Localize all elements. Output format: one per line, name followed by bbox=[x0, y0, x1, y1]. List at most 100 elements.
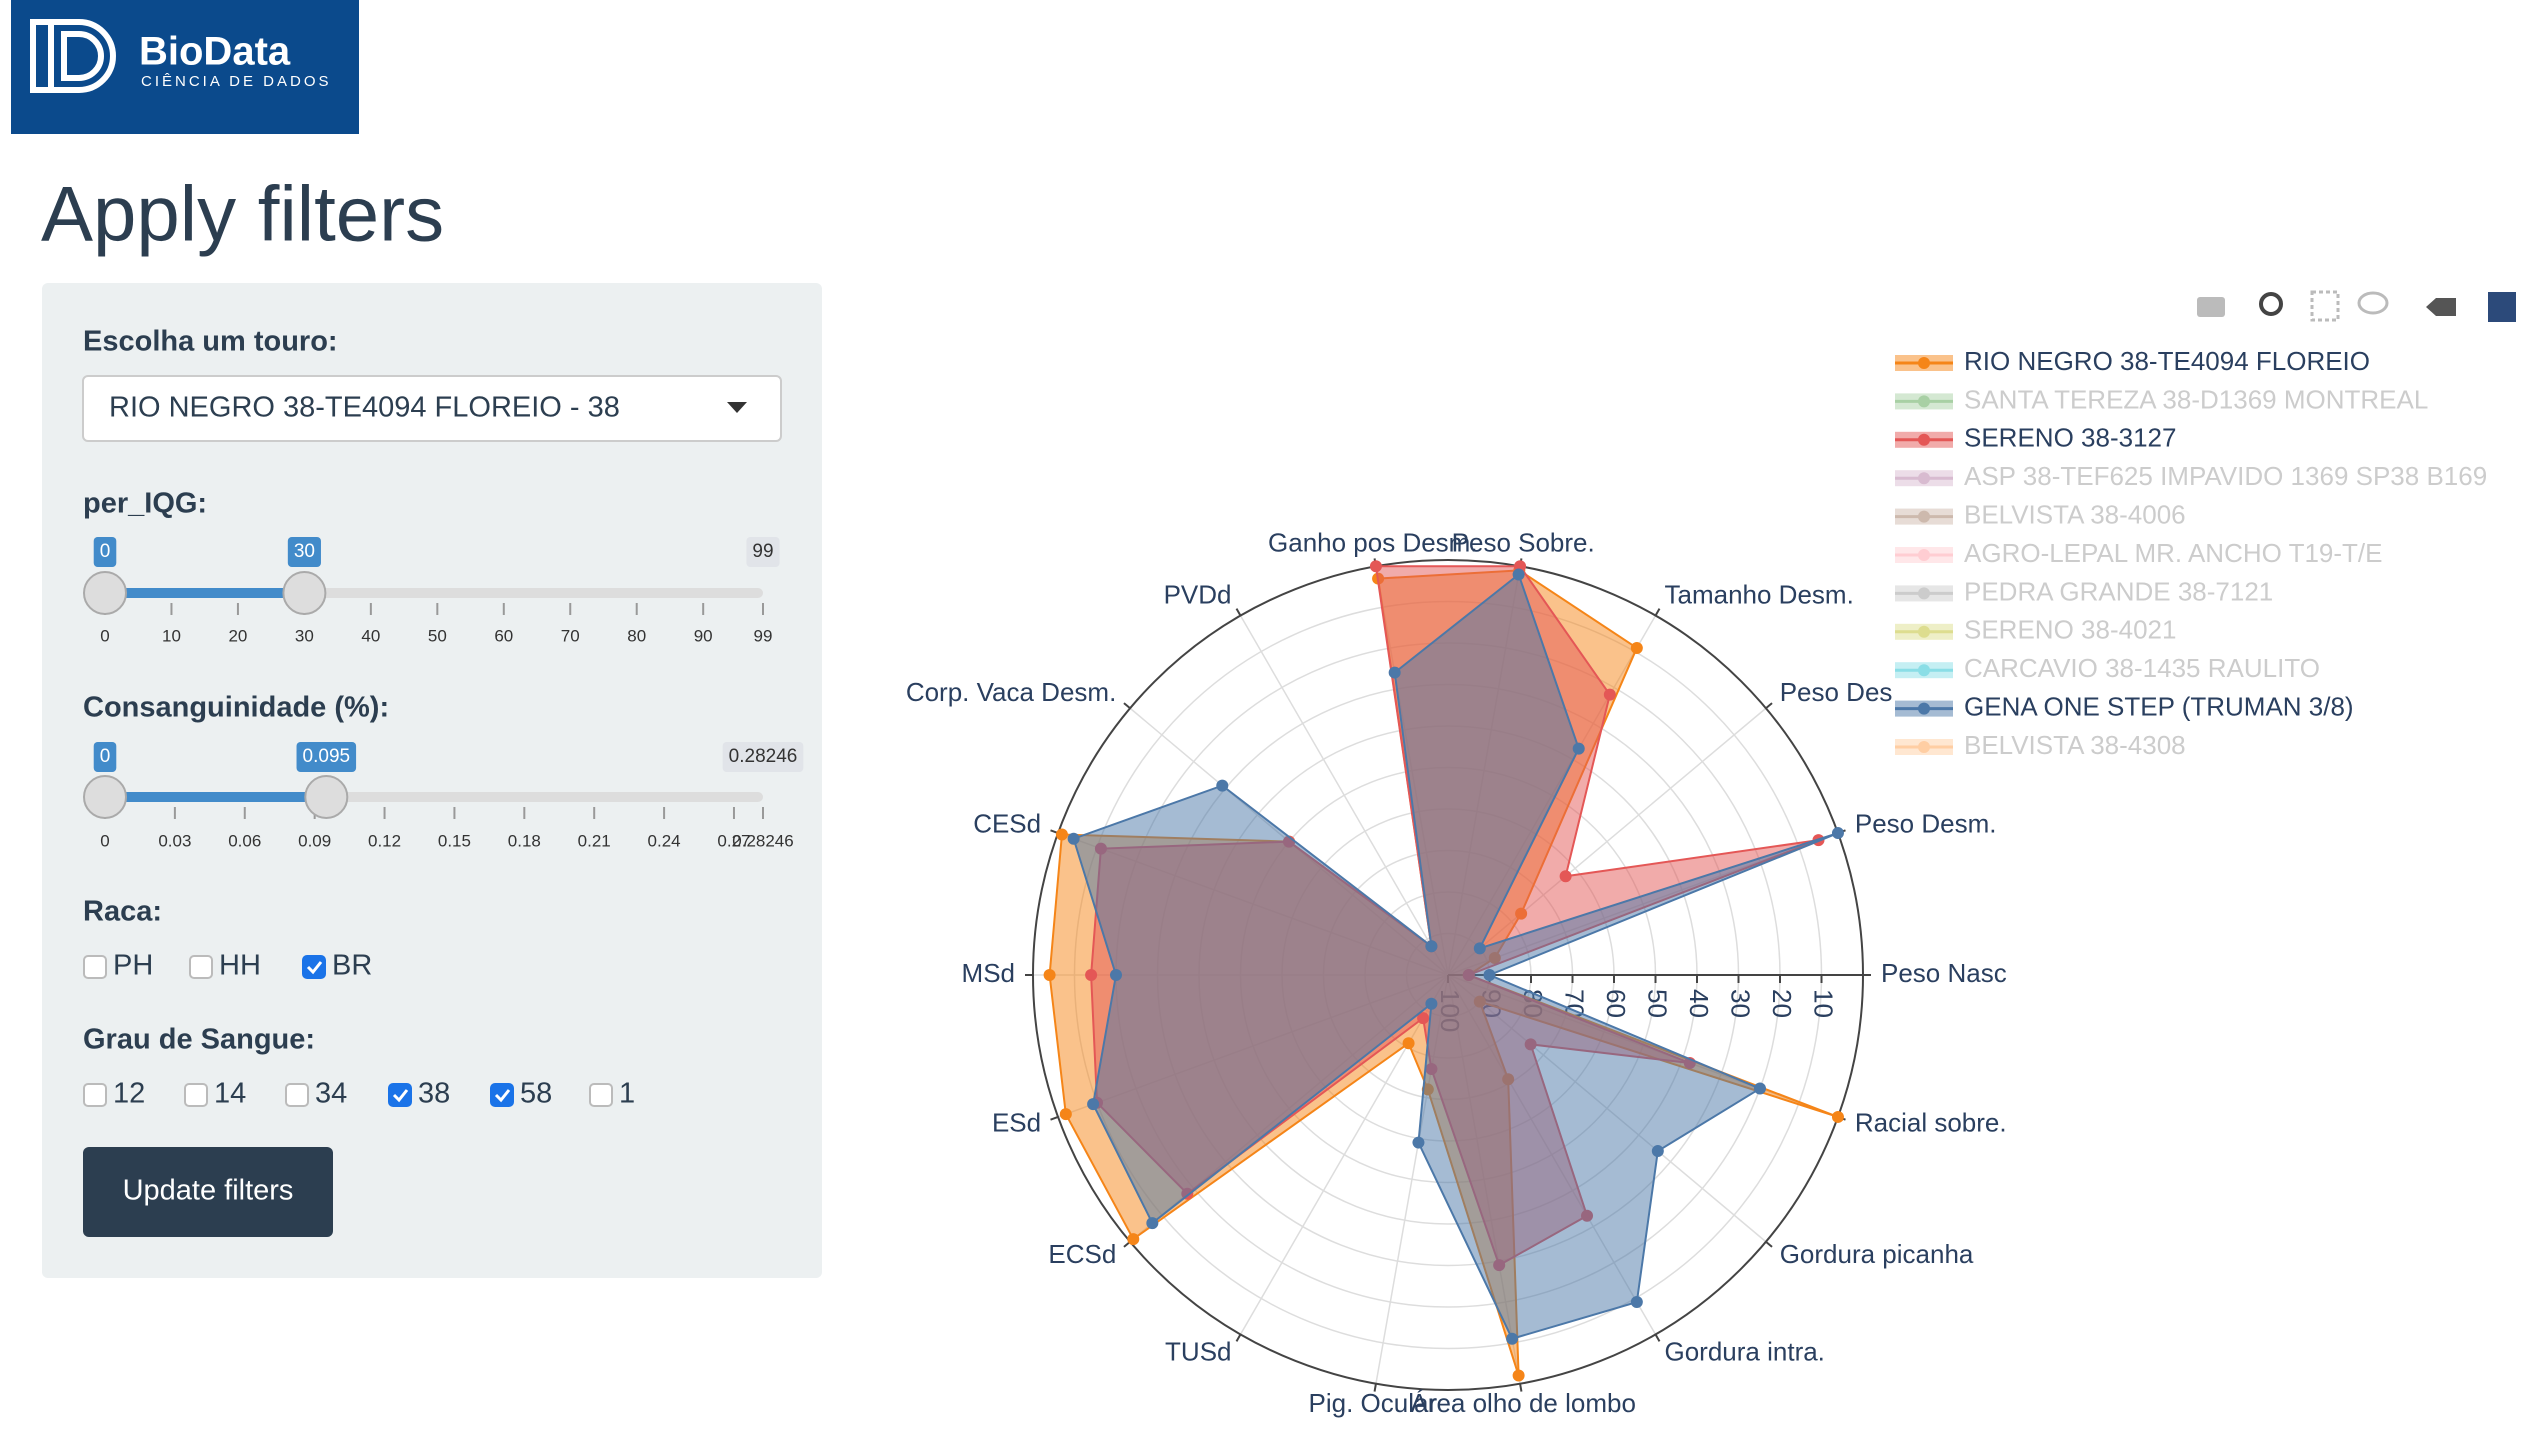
checkbox[interactable] bbox=[589, 1083, 613, 1107]
legend-item[interactable]: PEDRA GRANDE 38-7121 bbox=[1895, 576, 2273, 606]
checkbox[interactable] bbox=[388, 1083, 412, 1107]
slider-tick-label: 50 bbox=[428, 626, 447, 645]
legend-item[interactable]: BELVISTA 38-4308 bbox=[1895, 730, 2186, 760]
slider-tick-label: 0.18 bbox=[508, 831, 541, 850]
plotly-logo[interactable] bbox=[2488, 292, 2516, 322]
legend-item[interactable]: AGRO-LEPAL MR. ANCHO T19-T/E bbox=[1895, 538, 2383, 568]
angular-tick bbox=[1654, 608, 1661, 617]
series-point bbox=[1216, 779, 1229, 792]
angular-tick bbox=[1654, 1333, 1661, 1342]
slider-tick-label: 20 bbox=[228, 626, 247, 645]
zoom-icon[interactable] bbox=[2259, 292, 2283, 316]
slider-badge bbox=[287, 537, 321, 567]
legend-item[interactable]: GENA ONE STEP (TRUMAN 3/8) bbox=[1895, 691, 2354, 721]
series-point bbox=[1369, 560, 1382, 573]
radial-tick-label: 30 bbox=[1726, 989, 1756, 1018]
slider-handle[interactable] bbox=[83, 571, 127, 615]
series-point bbox=[1483, 969, 1496, 981]
checkbox[interactable] bbox=[83, 1083, 107, 1107]
checkbox[interactable] bbox=[83, 955, 107, 979]
legend-label: PEDRA GRANDE 38-7121 bbox=[1964, 576, 2273, 606]
hover-icon[interactable] bbox=[2426, 298, 2456, 316]
logo[interactable]: BioData CIÊNCIA DE DADOS bbox=[11, 0, 359, 134]
slider-range bbox=[105, 588, 305, 598]
slider-tick-label: 0.24 bbox=[648, 831, 681, 850]
series-point bbox=[1085, 969, 1098, 981]
series-point bbox=[1402, 1037, 1415, 1050]
category-label: TUSd bbox=[1165, 1336, 1231, 1366]
series-point bbox=[1412, 1136, 1425, 1149]
slider-tick-label: 0 bbox=[100, 626, 109, 645]
slider-handle[interactable] bbox=[282, 571, 327, 615]
dropdown[interactable] bbox=[82, 375, 782, 442]
legend-label: SERENO 38-4021 bbox=[1964, 615, 2176, 645]
slider-tick-label: 0.09 bbox=[298, 831, 331, 850]
checkbox-label: BR bbox=[332, 950, 372, 982]
legend-item[interactable]: CARCAVIO 38-1435 RAULITO bbox=[1895, 653, 2320, 683]
update-button[interactable] bbox=[83, 1147, 333, 1237]
slider-badge bbox=[93, 537, 117, 567]
category-label: Ganho pos Desm. bbox=[1268, 528, 1478, 558]
series-point bbox=[1043, 969, 1056, 981]
slider-handle[interactable] bbox=[304, 775, 349, 819]
series-point bbox=[1417, 1012, 1430, 1025]
series-point bbox=[1059, 1108, 1072, 1121]
legend-item[interactable]: BELVISTA 38-4006 bbox=[1895, 499, 2186, 529]
slider-tick-label: 0.06 bbox=[228, 831, 261, 850]
category-label: Gordura picanha bbox=[1780, 1239, 1974, 1269]
radial-tick-label: 10 bbox=[1809, 989, 1839, 1018]
slider-range bbox=[105, 792, 327, 802]
radial-tick-label: 20 bbox=[1767, 989, 1797, 1018]
legend-item[interactable]: ASP 38-TEF625 IMPAVIDO 1369 SP38 B169 bbox=[1895, 461, 2487, 491]
slider-tick-label: 0.21 bbox=[578, 831, 611, 850]
legend-item[interactable]: SANTA TEREZA 38-D1369 MONTREAL bbox=[1895, 384, 2428, 414]
select-icon[interactable] bbox=[2310, 290, 2340, 322]
angular-tick bbox=[1123, 702, 1131, 710]
slider-badge-label: 0.095 bbox=[303, 746, 351, 767]
slider-tick-label: 40 bbox=[361, 626, 380, 645]
angular-tick bbox=[1765, 702, 1773, 710]
slider-badge bbox=[722, 742, 804, 772]
slider-tick-label: 90 bbox=[694, 626, 713, 645]
series-point bbox=[1753, 1082, 1766, 1095]
checkbox[interactable] bbox=[189, 955, 213, 979]
slider-tick-label: 10 bbox=[162, 626, 181, 645]
legend-item[interactable]: RIO NEGRO 38-TE4094 FLOREIO bbox=[1895, 346, 2370, 376]
series-point bbox=[1572, 742, 1585, 755]
category-label: Peso Nasc bbox=[1881, 958, 2007, 988]
slider-badge-label: 99 bbox=[752, 541, 773, 562]
camera-icon[interactable] bbox=[2197, 297, 2225, 317]
series-point bbox=[1630, 641, 1643, 654]
checkbox[interactable] bbox=[302, 955, 326, 979]
slider-badge-label: 0 bbox=[100, 746, 111, 767]
checkbox[interactable] bbox=[285, 1083, 309, 1107]
series-point bbox=[1630, 1296, 1643, 1309]
legend-label: BELVISTA 38-4006 bbox=[1964, 499, 2186, 529]
category-label: Corp. Vaca Desm. bbox=[906, 677, 1116, 707]
radial-tick-label: 60 bbox=[1601, 989, 1631, 1018]
radial-tick-label: 40 bbox=[1684, 989, 1714, 1018]
angular-tick bbox=[1765, 1240, 1773, 1248]
slider-tick-label: 70 bbox=[561, 626, 580, 645]
button-label: Update filters bbox=[123, 1175, 294, 1207]
logo-tagline: CIÊNCIA DE DADOS bbox=[141, 73, 332, 90]
legend-marker bbox=[1918, 587, 1930, 600]
series-point bbox=[1110, 969, 1122, 981]
angular-tick bbox=[1235, 608, 1242, 617]
angular-tick bbox=[1235, 1333, 1242, 1342]
checkmark bbox=[494, 1089, 511, 1103]
legend-marker bbox=[1918, 664, 1930, 677]
legend-item[interactable]: SERENO 38-4021 bbox=[1895, 615, 2176, 645]
checkbox[interactable] bbox=[490, 1083, 514, 1107]
legend-marker bbox=[1918, 702, 1930, 715]
slider-handle[interactable] bbox=[83, 775, 127, 819]
checkbox-label: 12 bbox=[113, 1078, 145, 1110]
checkbox[interactable] bbox=[184, 1083, 208, 1107]
legend-item[interactable]: SERENO 38-3127 bbox=[1895, 423, 2176, 453]
series-point bbox=[1559, 870, 1572, 883]
lasso-icon[interactable] bbox=[2357, 291, 2389, 315]
checkbox-label: 38 bbox=[418, 1078, 450, 1110]
checkbox-label: 34 bbox=[315, 1078, 347, 1110]
slider-badge bbox=[296, 742, 357, 772]
